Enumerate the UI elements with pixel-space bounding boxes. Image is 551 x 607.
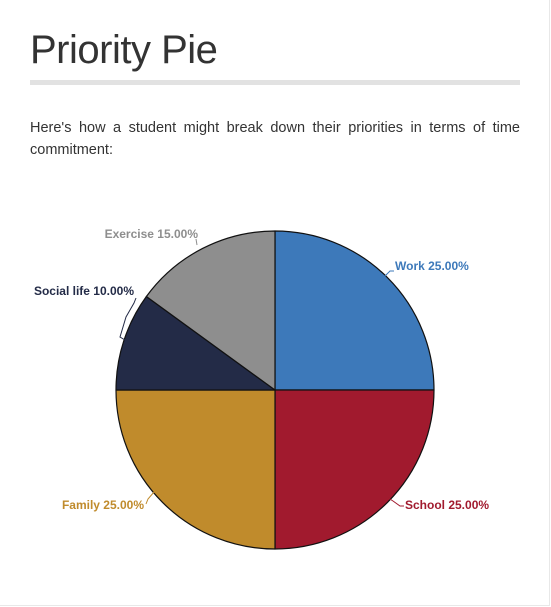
- label-connector-family: [145, 491, 166, 505]
- slice-labels: Work 25.00% School 25.00% Family 25.00% Soc…: [34, 227, 489, 512]
- slice-label-work: Work 25.00%: [395, 259, 469, 273]
- label-connector-work: [382, 270, 394, 279]
- intro-text: Here's how a student might break down th…: [30, 120, 520, 158]
- slice-label-exercise: Exercise 15.00%: [105, 227, 199, 241]
- label-connector-social-life: [119, 297, 137, 341]
- pie-slice-school[interactable]: [274, 389, 435, 550]
- label-connector-school: [384, 495, 404, 507]
- label-connectors: [119, 238, 404, 507]
- title-divider: [30, 80, 520, 85]
- slice-label-family: Family 25.00%: [62, 498, 144, 512]
- pie-slices: [115, 230, 435, 550]
- pie-slice-social-life[interactable]: [115, 295, 276, 391]
- pie-slice-family[interactable]: [115, 389, 276, 550]
- pie-slice-exercise[interactable]: [145, 230, 276, 391]
- slice-label-social-life: Social life 10.00%: [34, 284, 134, 298]
- page-title: Priority Pie: [30, 28, 218, 72]
- label-connector-exercise: [195, 238, 198, 246]
- pie-slice-work[interactable]: [274, 230, 435, 391]
- pie-chart: Work 25.00% School 25.00% Family 25.00% Soc…: [34, 227, 489, 550]
- slice-label-school: School 25.00%: [405, 498, 489, 512]
